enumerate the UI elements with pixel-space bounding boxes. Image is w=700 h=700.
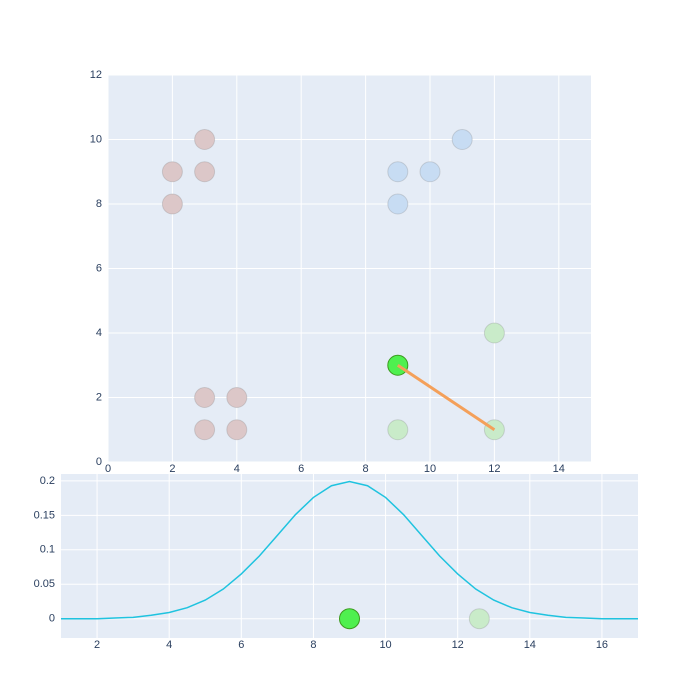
marker bbox=[387, 193, 409, 215]
marker bbox=[339, 608, 360, 630]
x-tick-label: 2 bbox=[94, 639, 100, 651]
x-tick-label: 10 bbox=[379, 639, 391, 651]
y-tick-label: 0 bbox=[49, 613, 55, 625]
marker bbox=[483, 322, 505, 344]
marker bbox=[387, 161, 409, 183]
y-tick-label: 8 bbox=[96, 198, 102, 210]
y-tick-label: 0.05 bbox=[34, 578, 55, 590]
line bbox=[61, 480, 638, 620]
y-tick-label: 0.2 bbox=[40, 475, 55, 487]
marker bbox=[387, 419, 409, 441]
y-tick-label: 0.1 bbox=[40, 544, 55, 556]
marker bbox=[194, 419, 216, 441]
x-tick-label: 8 bbox=[363, 463, 369, 475]
y-tick-label: 12 bbox=[90, 69, 102, 81]
x-tick-label: 8 bbox=[310, 639, 316, 651]
marker bbox=[226, 419, 248, 441]
marker bbox=[419, 161, 441, 183]
marker bbox=[451, 129, 473, 150]
x-tick-label: 0 bbox=[105, 463, 111, 475]
marker bbox=[161, 161, 183, 183]
y-tick-label: 10 bbox=[90, 133, 102, 145]
x-tick-label: 6 bbox=[298, 463, 304, 475]
x-tick-label: 2 bbox=[169, 463, 175, 475]
y-tick-label: 0.15 bbox=[34, 509, 55, 521]
marker bbox=[194, 129, 216, 150]
x-tick-label: 4 bbox=[166, 639, 172, 651]
marker bbox=[468, 608, 490, 630]
x-tick-label: 12 bbox=[488, 463, 500, 475]
x-tick-label: 14 bbox=[553, 463, 565, 475]
y-tick-label: 2 bbox=[96, 391, 102, 403]
y-tick-label: 0 bbox=[96, 456, 102, 468]
y-tick-label: 4 bbox=[96, 327, 102, 339]
marker bbox=[161, 193, 183, 215]
line bbox=[396, 364, 496, 431]
y-tick-label: 6 bbox=[96, 262, 102, 274]
marker bbox=[194, 161, 216, 183]
marker bbox=[194, 387, 216, 408]
x-tick-label: 16 bbox=[596, 639, 608, 651]
marker bbox=[226, 387, 248, 408]
x-tick-label: 4 bbox=[234, 463, 240, 475]
x-tick-label: 10 bbox=[424, 463, 436, 475]
x-tick-label: 12 bbox=[452, 639, 464, 651]
x-tick-label: 6 bbox=[238, 639, 244, 651]
x-tick-label: 14 bbox=[524, 639, 536, 651]
